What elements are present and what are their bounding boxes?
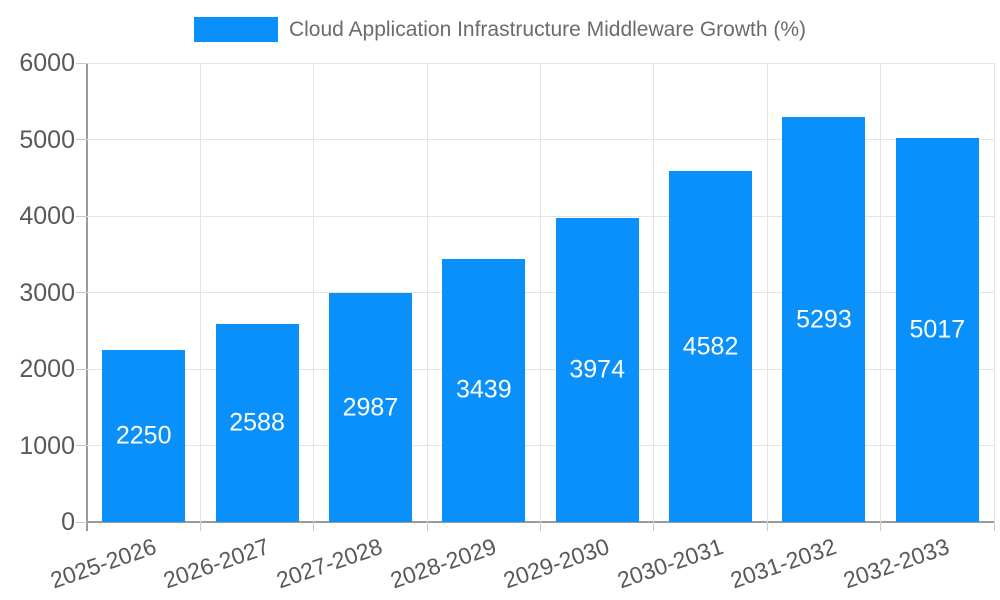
y-axis-tick: [76, 62, 87, 64]
y-axis-tick: [76, 139, 87, 140]
y-axis-label: 3000: [19, 278, 75, 307]
x-axis-label: 2031-2032: [726, 533, 840, 594]
legend-swatch: [193, 17, 278, 42]
bar-value-label: 5293: [796, 305, 852, 334]
x-axis-label: 2030-2031: [613, 533, 727, 594]
bar[interactable]: 3974: [555, 217, 639, 522]
y-axis-label: 5000: [19, 125, 75, 154]
y-axis-label: 0: [61, 508, 75, 536]
bar-value-label: 2987: [342, 393, 399, 422]
gridline-vertical: [540, 63, 541, 522]
gridline-vertical: [199, 63, 201, 522]
x-axis-tick: [880, 522, 882, 531]
y-axis-label: 6000: [19, 49, 75, 77]
x-axis-label: 2028-2029: [386, 533, 500, 594]
x-axis-label: 2029-2030: [500, 533, 613, 594]
y-axis-label: 2000: [19, 355, 75, 383]
x-axis-tick: [426, 522, 428, 531]
bar[interactable]: 2987: [328, 293, 412, 522]
y-axis-tick: [76, 445, 87, 446]
bar[interactable]: 5017: [895, 138, 979, 522]
y-axis-tick: [76, 521, 87, 523]
y-axis-tick: [76, 368, 87, 370]
bar-value-label: 4582: [682, 332, 739, 361]
bar-value-label: 3974: [569, 355, 625, 384]
bar-value-label: 5017: [909, 315, 966, 344]
gridline-vertical: [993, 63, 995, 522]
x-axis-label: 2032-2033: [840, 533, 953, 594]
bar[interactable]: 5293: [782, 117, 866, 522]
x-axis-tick: [653, 522, 655, 531]
x-axis-tick: [540, 522, 541, 531]
bar[interactable]: 3439: [442, 258, 526, 522]
gridline-vertical: [313, 63, 315, 522]
x-axis-label: 2025-2026: [46, 533, 160, 594]
bar[interactable]: 2250: [102, 349, 186, 522]
legend[interactable]: Cloud Application Infrastructure Middlew…: [0, 17, 1000, 42]
bar-value-label: 2588: [229, 408, 285, 437]
bar-value-label: 2250: [115, 421, 172, 450]
gridline-vertical: [653, 63, 655, 522]
bar[interactable]: 2588: [215, 324, 299, 522]
x-axis-label: 2027-2028: [273, 533, 386, 594]
bar[interactable]: 4582: [669, 171, 753, 522]
gridline-vertical: [880, 63, 882, 522]
y-axis-tick: [76, 292, 87, 293]
bar-value-label: 3439: [456, 375, 512, 404]
x-axis-tick: [313, 522, 315, 531]
x-axis-tick: [199, 522, 201, 531]
gridline-vertical: [426, 63, 428, 522]
y-axis-label: 4000: [19, 202, 75, 230]
x-axis-line: [87, 521, 995, 523]
x-axis-tick: [993, 522, 995, 531]
x-axis-tick: [766, 522, 768, 531]
gridline-vertical: [766, 63, 768, 522]
y-axis-label: 1000: [19, 431, 75, 460]
y-axis-line: [86, 63, 88, 531]
x-axis-label: 2026-2027: [160, 533, 273, 594]
legend-label: Cloud Application Infrastructure Middlew…: [288, 17, 807, 41]
y-axis-tick: [76, 215, 87, 217]
